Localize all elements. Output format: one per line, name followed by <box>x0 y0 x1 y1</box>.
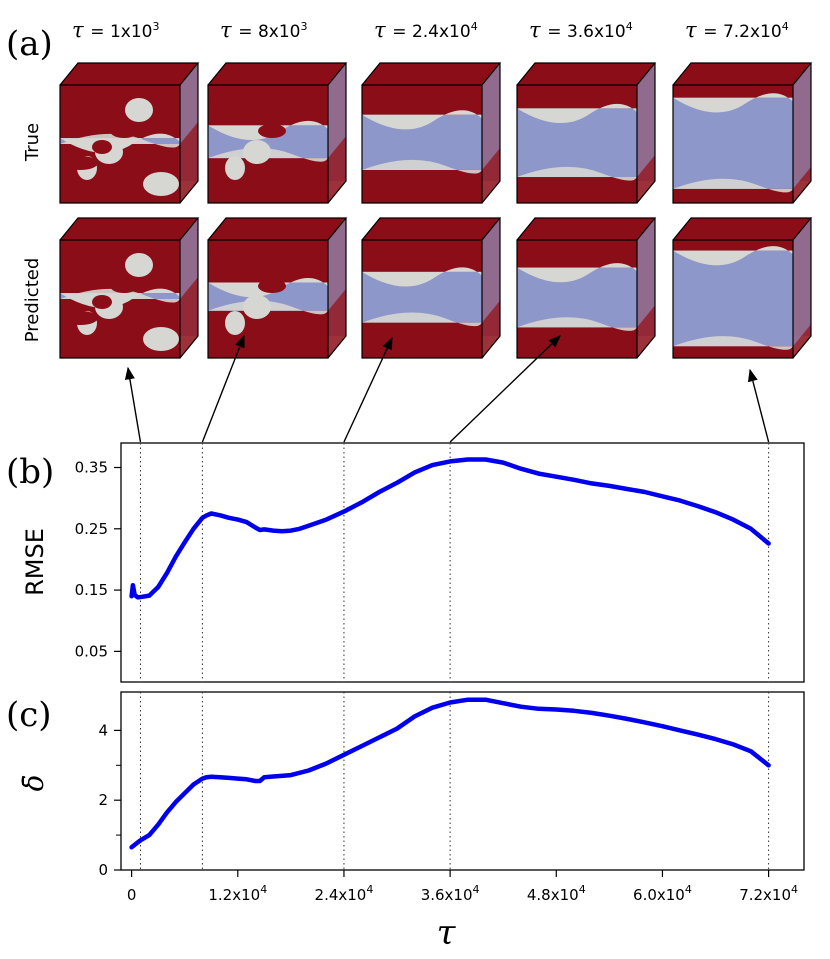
arrow-5 <box>747 368 770 443</box>
row-label-predicted: Predicted <box>22 258 43 343</box>
x-axis-label-tau: τ <box>437 913 457 953</box>
tau-label-3: τ = 2.4x104 <box>374 18 478 42</box>
x-tick-label: 6.0x104 <box>633 883 692 904</box>
x-tick-label: 7.2x104 <box>739 883 798 904</box>
tau-label-1: τ = 1x103 <box>72 18 159 42</box>
x-ticks-c: 0 1.2x104 2.4x104 3.6x104 4.8x104 6.0x104 7.2x… <box>127 870 798 904</box>
arrow-4 <box>449 335 561 443</box>
tau-label-2: τ = 8x103 <box>220 18 307 42</box>
axes-b-frame <box>120 442 805 683</box>
panel-a: (a) τ = 1x103 τ = 8x103 τ = 2.4x104 τ = 3.6… <box>6 18 813 443</box>
guide-lines-b <box>139 443 770 682</box>
guide-lines-c <box>139 692 770 870</box>
y-axis-label-rmse: RMSE <box>21 528 49 596</box>
cube-predicted-2 <box>207 217 348 359</box>
series-line-rmse <box>129 457 771 600</box>
y-axis-label-delta: δ̄ <box>17 775 50 792</box>
arrow-1 <box>124 366 142 443</box>
cube-true-1 <box>59 62 200 204</box>
cube-true-4 <box>516 62 657 204</box>
cube-predicted-1 <box>59 217 200 359</box>
panel-c: (c) 0 2 4 0 1.2x104 2.4x104 3.6x104 4.8x104 6.0… <box>6 691 805 953</box>
tau-label-5: τ = 7.2x104 <box>685 18 789 42</box>
y-tick-label-c: 4 <box>98 721 108 739</box>
cube-predicted-4 <box>516 217 657 359</box>
arrow-3 <box>343 336 393 443</box>
y-tick-label-c: 2 <box>98 791 108 809</box>
cube-true-2 <box>207 62 348 204</box>
y-tick-label-c: 0 <box>98 861 108 879</box>
x-tick-label: 0 <box>127 886 137 904</box>
row-label-true: True <box>22 123 43 162</box>
x-tick-label: 4.8x104 <box>527 883 586 904</box>
y-tick-label-b: 0.05 <box>75 642 108 660</box>
panel-b-letter: (b) <box>6 452 54 492</box>
panel-b: (b) 0.05 0.15 0.25 0.35 RMSE <box>6 442 805 683</box>
cube-predicted-5 <box>672 217 813 359</box>
y-tick-label-b: 0.35 <box>75 459 108 477</box>
tau-label-4: τ = 3.6x104 <box>529 18 633 42</box>
cube-true-5 <box>672 62 813 204</box>
x-tick-label: 2.4x104 <box>315 883 374 904</box>
y-tick-label-b: 0.15 <box>75 581 108 599</box>
connector-arrows <box>124 334 770 443</box>
y-tick-label-b: 0.25 <box>75 520 108 538</box>
panel-c-letter: (c) <box>6 695 52 735</box>
x-tick-label: 1.2x104 <box>208 883 267 904</box>
cube-true-3 <box>361 62 502 204</box>
arrow-2 <box>201 334 245 443</box>
tau-headers: τ = 1x103 τ = 8x103 τ = 2.4x104 τ = 3.6x104… <box>72 18 789 42</box>
cube-predicted-3 <box>361 217 502 359</box>
axes-c-frame <box>120 691 805 871</box>
y-ticks-b: 0.05 0.15 0.25 0.35 <box>75 459 121 660</box>
x-tick-label: 3.6x104 <box>421 883 480 904</box>
panel-a-letter: (a) <box>6 24 53 64</box>
y-ticks-c: 0 2 4 <box>98 721 121 879</box>
cube-grid <box>59 62 813 359</box>
series-line-delta <box>129 697 771 850</box>
